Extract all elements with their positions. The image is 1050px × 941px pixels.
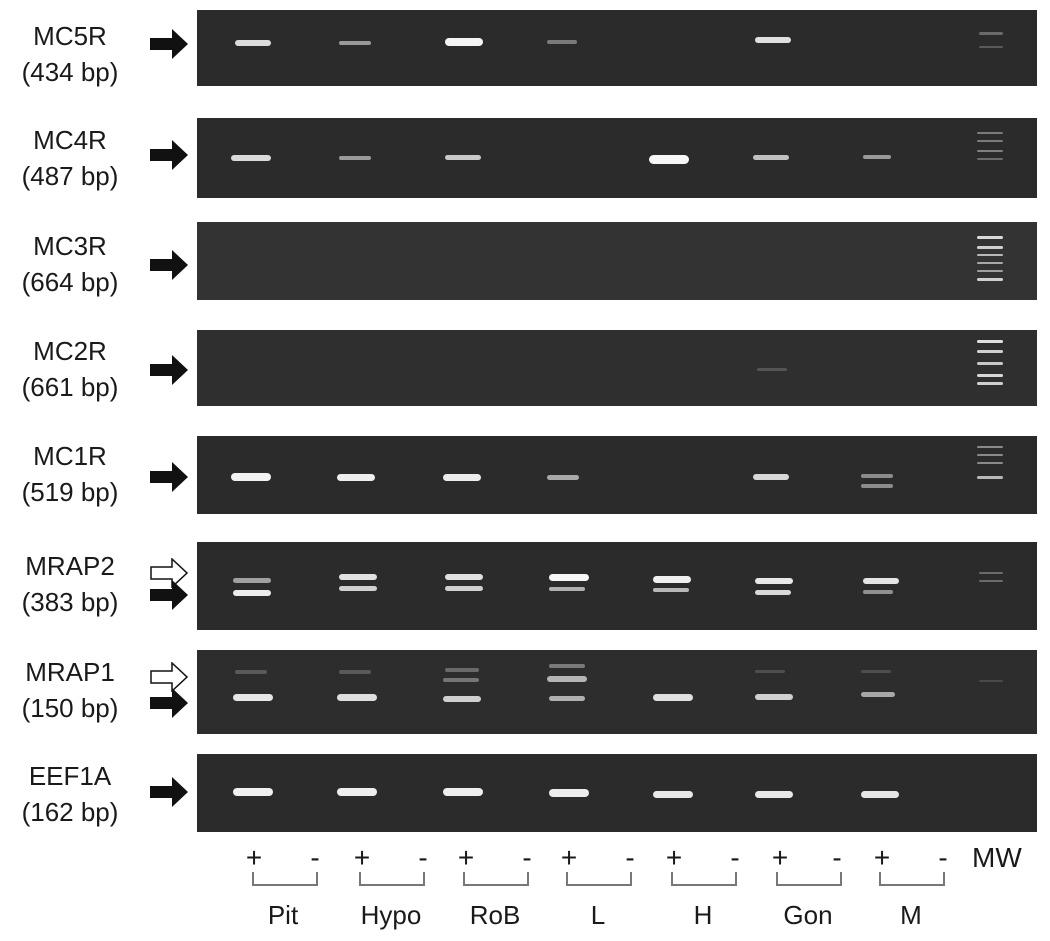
tissue-label-m: M xyxy=(900,900,922,930)
solid-arrow-icon xyxy=(150,250,188,280)
gene-size: (434 bp) xyxy=(21,57,119,87)
lane-sign: - xyxy=(938,842,948,873)
lane-sign: - xyxy=(522,842,532,873)
gel-strip-mc4r xyxy=(197,118,1037,198)
gel-strip-mc2r xyxy=(197,330,1037,406)
tissue-label-gon: Gon xyxy=(783,900,833,930)
gel-strip-eef1a xyxy=(197,754,1037,832)
gene-label-mc2r: MC2R (661 bp) xyxy=(0,333,140,405)
tissue-label-hypo: Hypo xyxy=(360,900,422,930)
solid-arrow-icon xyxy=(150,777,188,807)
tissue-label-l: L xyxy=(590,900,606,930)
gene-name: MRAP2 xyxy=(25,551,115,581)
gene-label-mc3r: MC3R (664 bp) xyxy=(0,228,140,300)
lane-sign: - xyxy=(418,842,428,873)
lane-sign: + xyxy=(873,842,891,873)
gel-strip-mc3r xyxy=(197,222,1037,300)
gene-size: (664 bp) xyxy=(21,267,119,297)
solid-arrow-icon xyxy=(150,688,188,718)
gel-strip-mrap1 xyxy=(197,650,1037,734)
gene-name: EEF1A xyxy=(28,761,112,791)
gene-size: (661 bp) xyxy=(21,372,119,402)
lane-sign: - xyxy=(832,842,842,873)
tissue-bracket xyxy=(671,872,737,886)
gel-strip-mc1r xyxy=(197,436,1037,514)
lane-sign: + xyxy=(771,842,789,873)
tissue-bracket xyxy=(776,872,842,886)
lane-sign: + xyxy=(665,842,683,873)
tissue-bracket xyxy=(879,872,945,886)
gene-label-eef1a: EEF1A (162 bp) xyxy=(0,758,140,830)
gene-size: (487 bp) xyxy=(21,161,119,191)
gene-name: MC2R xyxy=(33,336,107,366)
lane-sign: + xyxy=(245,842,263,873)
solid-arrow-icon xyxy=(150,140,188,170)
lane-sign: + xyxy=(457,842,475,873)
gene-size: (162 bp) xyxy=(21,797,119,827)
gene-size: (519 bp) xyxy=(21,477,119,507)
lane-sign: + xyxy=(353,842,371,873)
tissue-bracket xyxy=(359,872,425,886)
gene-name: MC1R xyxy=(33,441,107,471)
tissue-label-rob: RoB xyxy=(469,900,521,930)
solid-arrow-icon xyxy=(150,29,188,59)
gene-size: (150 bp) xyxy=(21,693,119,723)
solid-arrow-icon xyxy=(150,580,188,610)
tissue-bracket xyxy=(252,872,318,886)
gene-label-mc1r: MC1R (519 bp) xyxy=(0,438,140,510)
marker-label: MW xyxy=(972,842,1022,873)
gene-label-mrap2: MRAP2 (383 bp) xyxy=(0,548,140,620)
gene-label-mc5r: MC5R (434 bp) xyxy=(0,18,140,90)
gene-name: MRAP1 xyxy=(25,657,115,687)
solid-arrow-icon xyxy=(150,462,188,492)
lane-sign: - xyxy=(310,842,320,873)
gene-label-mrap1: MRAP1 (150 bp) xyxy=(0,654,140,726)
lane-sign: + xyxy=(560,842,578,873)
gel-strip-mc5r xyxy=(197,10,1037,86)
tissue-bracket xyxy=(566,872,632,886)
gene-name: MC5R xyxy=(33,21,107,51)
tissue-bracket xyxy=(463,872,529,886)
gene-name: MC4R xyxy=(33,125,107,155)
gene-label-mc4r: MC4R (487 bp) xyxy=(0,122,140,194)
gel-strip-mrap2 xyxy=(197,542,1037,630)
open-arrow-icon xyxy=(150,662,188,692)
tissue-label-h: H xyxy=(693,900,713,930)
tissue-label-pit: Pit xyxy=(267,900,299,930)
gene-size: (383 bp) xyxy=(21,587,119,617)
solid-arrow-icon xyxy=(150,355,188,385)
open-arrow-icon xyxy=(150,558,188,588)
gene-name: MC3R xyxy=(33,231,107,261)
lane-sign: - xyxy=(625,842,635,873)
lane-sign: - xyxy=(730,842,740,873)
